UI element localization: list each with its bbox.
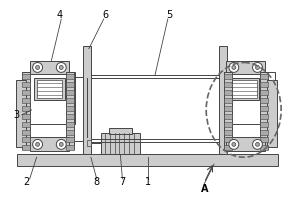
- Circle shape: [232, 65, 236, 69]
- Bar: [260, 106, 268, 111]
- Bar: [22, 130, 30, 135]
- Text: 1: 1: [145, 177, 151, 187]
- Bar: [30, 61, 69, 74]
- Bar: [101, 133, 140, 154]
- Bar: [66, 145, 74, 150]
- Circle shape: [56, 139, 66, 149]
- Circle shape: [36, 65, 40, 69]
- Circle shape: [256, 142, 260, 146]
- Bar: [260, 74, 268, 79]
- Bar: [22, 145, 30, 150]
- Bar: [224, 145, 232, 150]
- Circle shape: [59, 65, 63, 69]
- Bar: [66, 82, 74, 87]
- Bar: [24, 72, 75, 124]
- Bar: [30, 137, 69, 151]
- Bar: [66, 106, 74, 111]
- Text: 3: 3: [13, 110, 19, 120]
- Bar: [260, 145, 268, 150]
- Bar: [260, 137, 268, 142]
- Text: 4: 4: [56, 10, 62, 20]
- Bar: [231, 80, 256, 98]
- Bar: [224, 82, 232, 87]
- Circle shape: [253, 139, 262, 149]
- Bar: [22, 74, 30, 79]
- Bar: [224, 90, 232, 95]
- Bar: [224, 106, 232, 111]
- Bar: [66, 90, 74, 95]
- Bar: [17, 154, 278, 166]
- Bar: [37, 80, 62, 98]
- Bar: [219, 46, 227, 154]
- Circle shape: [229, 63, 239, 72]
- Text: 2: 2: [24, 177, 30, 187]
- Circle shape: [232, 142, 236, 146]
- Bar: [66, 72, 74, 149]
- Bar: [224, 137, 232, 142]
- Bar: [224, 74, 232, 79]
- Bar: [260, 98, 268, 103]
- Bar: [226, 137, 266, 151]
- Circle shape: [33, 139, 43, 149]
- Text: 6: 6: [103, 10, 109, 20]
- Circle shape: [36, 142, 40, 146]
- Bar: [226, 61, 266, 74]
- Bar: [22, 98, 30, 103]
- Bar: [260, 130, 268, 135]
- Bar: [22, 137, 30, 142]
- Bar: [224, 72, 232, 149]
- Bar: [66, 130, 74, 135]
- Bar: [22, 122, 30, 127]
- Circle shape: [59, 142, 63, 146]
- Bar: [66, 74, 74, 79]
- Bar: [22, 114, 30, 119]
- Bar: [260, 122, 268, 127]
- Circle shape: [56, 63, 66, 72]
- Bar: [260, 72, 268, 149]
- Circle shape: [33, 63, 43, 72]
- Bar: [260, 82, 268, 87]
- Circle shape: [253, 63, 262, 72]
- Circle shape: [256, 65, 260, 69]
- Bar: [66, 98, 74, 103]
- Bar: [109, 128, 132, 134]
- Text: 7: 7: [119, 177, 125, 187]
- Text: A: A: [200, 184, 208, 194]
- Bar: [87, 140, 91, 146]
- Bar: [83, 46, 91, 154]
- Text: 5: 5: [167, 10, 173, 20]
- Bar: [22, 106, 30, 111]
- Text: 8: 8: [94, 177, 100, 187]
- Bar: [228, 78, 260, 100]
- Bar: [224, 114, 232, 119]
- Bar: [224, 130, 232, 135]
- Bar: [22, 82, 30, 87]
- Bar: [66, 137, 74, 142]
- Bar: [66, 122, 74, 127]
- Bar: [22, 72, 30, 149]
- Bar: [260, 90, 268, 95]
- Bar: [224, 98, 232, 103]
- Bar: [16, 80, 26, 147]
- Bar: [22, 90, 30, 95]
- Bar: [224, 72, 275, 124]
- Bar: [267, 80, 277, 147]
- Bar: [66, 114, 74, 119]
- Circle shape: [229, 139, 239, 149]
- Bar: [34, 78, 65, 100]
- Bar: [224, 122, 232, 127]
- Bar: [260, 114, 268, 119]
